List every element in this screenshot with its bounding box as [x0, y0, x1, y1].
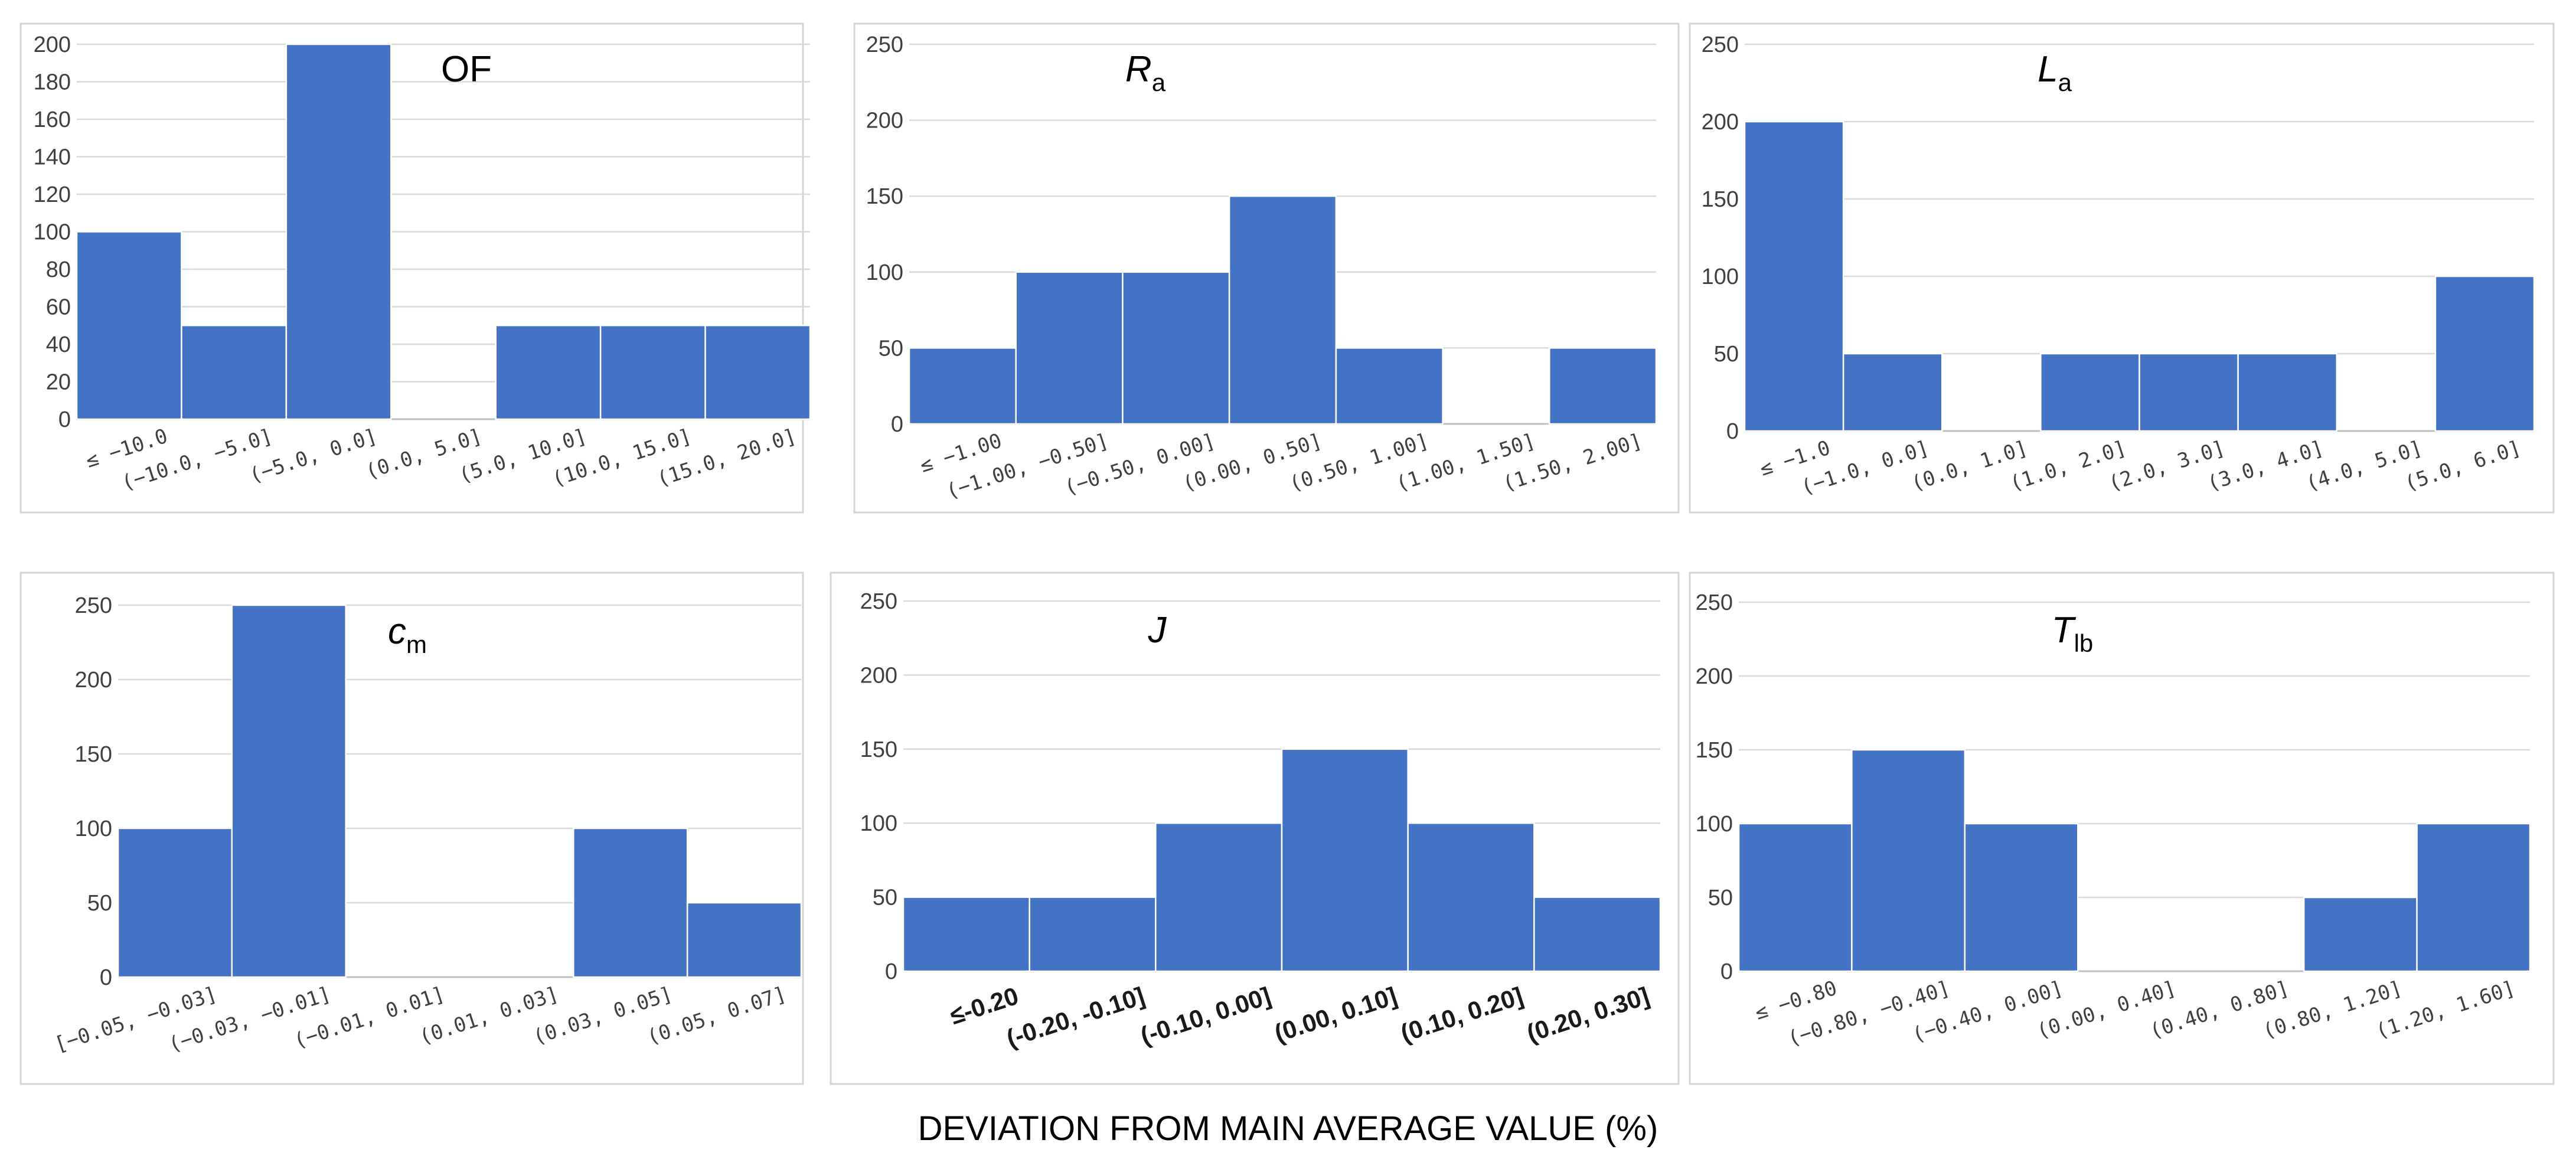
bar [1851, 749, 1966, 972]
y-tick-label: 200 [866, 109, 903, 133]
y-tick-label: 100 [34, 220, 71, 245]
y-tick-label: 160 [34, 107, 71, 132]
bar [704, 325, 811, 420]
y-tick-label: 150 [75, 742, 112, 767]
bar [1744, 120, 1844, 432]
y-tick-label: 80 [46, 257, 71, 282]
y-tick-label: 0 [58, 407, 71, 432]
bar [1281, 748, 1409, 972]
y-tick-label: 100 [866, 260, 903, 285]
y-tick-label: 0 [891, 412, 903, 437]
y-tick-label: 150 [1702, 187, 1739, 212]
panel-title: Tlb [2052, 610, 2094, 657]
y-tick-label: 20 [46, 370, 71, 395]
y-tick-label: 50 [1708, 886, 1733, 910]
bar [902, 896, 1030, 972]
bar [1335, 347, 1444, 425]
bar [181, 325, 288, 420]
bar [908, 347, 1017, 425]
y-tick-label: 250 [1702, 32, 1739, 57]
panel-title: OF [441, 49, 492, 90]
bar [1407, 822, 1535, 972]
y-tick-label: 120 [34, 182, 71, 207]
y-tick-label: 100 [1702, 265, 1739, 289]
bar [1964, 822, 2079, 972]
bar [1549, 347, 1657, 425]
bar [231, 604, 347, 978]
y-tick-label: 150 [1696, 738, 1733, 763]
panel-title: Ra [1125, 49, 1166, 96]
bar [1842, 352, 1943, 432]
y-tick-label: 0 [100, 965, 112, 990]
bar [1029, 896, 1157, 972]
bar [1533, 896, 1661, 972]
shared-x-axis-label: DEVIATION FROM MAIN AVERAGE VALUE (%) [918, 1109, 1658, 1148]
bar [1122, 271, 1230, 425]
bar [1738, 822, 1853, 972]
y-tick-label: 150 [860, 737, 897, 762]
y-tick-label: 50 [879, 336, 903, 361]
y-tick-label: 250 [866, 32, 903, 57]
y-tick-label: 180 [34, 70, 71, 95]
bar [599, 325, 706, 420]
y-tick-label: 100 [860, 811, 897, 836]
bar [2434, 275, 2535, 432]
y-tick-label: 200 [75, 668, 112, 693]
y-tick-label: 0 [885, 959, 897, 984]
y-tick-label: 100 [1696, 812, 1733, 837]
y-tick-label: 100 [75, 817, 112, 841]
bar [2040, 352, 2140, 432]
bar [2303, 896, 2418, 972]
panel-title: cm [388, 611, 427, 658]
bar [285, 43, 392, 420]
y-tick-label: 50 [873, 886, 897, 910]
y-tick-label: 0 [1726, 419, 1739, 444]
bar [1228, 195, 1337, 425]
bar [2416, 822, 2531, 972]
bar [2237, 352, 2337, 432]
panel-title: J [1148, 610, 1167, 651]
y-tick-label: 200 [860, 663, 897, 688]
panel-title: La [2038, 49, 2072, 96]
bar [573, 827, 688, 978]
bar [117, 827, 233, 978]
bar [1015, 271, 1124, 425]
y-tick-label: 140 [34, 145, 71, 170]
y-tick-label: 150 [866, 184, 903, 209]
bar [76, 231, 182, 420]
y-tick-label: 50 [1714, 342, 1739, 367]
y-tick-label: 200 [34, 32, 71, 57]
bar [686, 902, 802, 978]
bar [1155, 822, 1283, 972]
y-tick-label: 50 [87, 891, 112, 916]
y-tick-label: 250 [860, 589, 897, 614]
y-tick-label: 250 [1696, 590, 1733, 615]
y-tick-label: 200 [1696, 664, 1733, 689]
y-tick-label: 60 [46, 295, 71, 320]
y-tick-label: 250 [75, 593, 112, 618]
bar [495, 325, 602, 420]
y-tick-label: 40 [46, 332, 71, 357]
y-tick-label: 0 [1720, 959, 1733, 984]
y-tick-label: 200 [1702, 110, 1739, 135]
bar [2138, 352, 2239, 432]
